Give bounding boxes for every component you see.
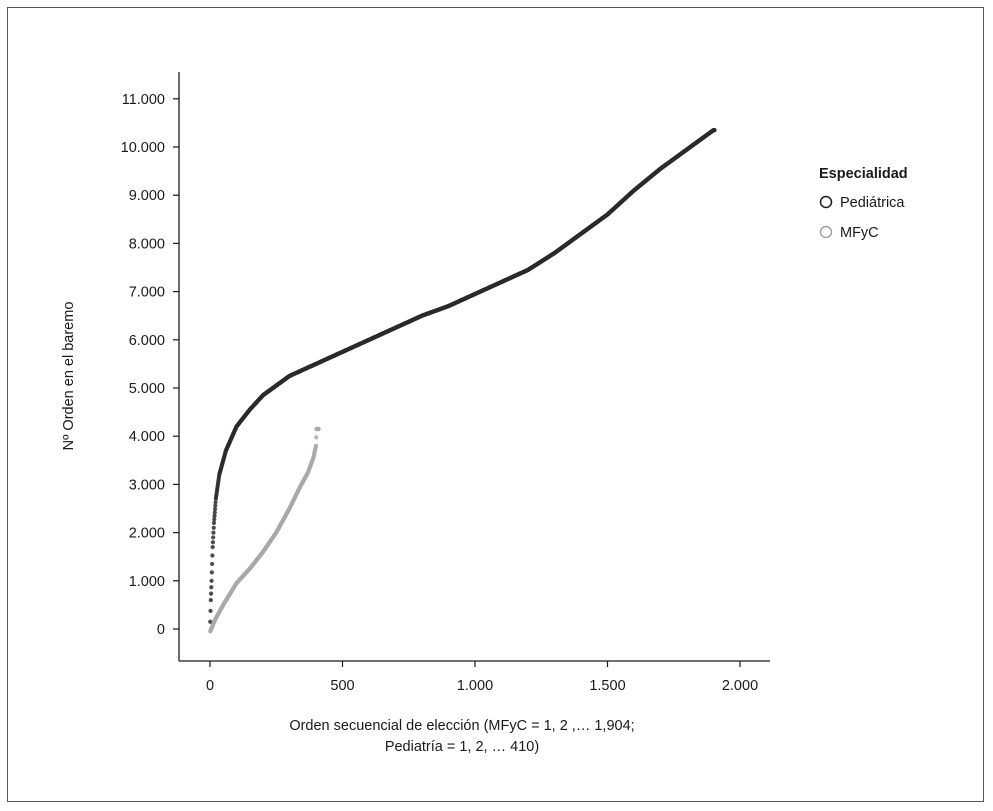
y-tick-label: 4.000 [129,429,165,445]
data-point [213,500,218,505]
legend-marker-pediatrica [819,195,833,209]
data-point [211,535,216,540]
x-axis-title-line-2: Pediatría = 1, 2, … 410) [385,739,539,755]
y-tick-label: 2.000 [129,526,165,542]
y-tick-label: 6.000 [129,333,165,349]
data-point [209,570,214,575]
y-tick-label: 9.000 [129,188,165,204]
data-point [213,503,218,508]
data-point [212,517,217,522]
series-mfyc [208,426,321,634]
figure-frame: 0 1.000 2.000 3.000 4.000 5.000 6.000 7.000 8.00… [7,7,984,802]
x-tick-label: 2.000 [722,678,758,694]
data-point [210,561,215,567]
data-point [211,520,217,526]
scatter-chart: 0 1.000 2.000 3.000 4.000 5.000 6.000 7.000 8.00… [61,72,908,755]
data-point [208,608,213,614]
x-tick-label: 1.500 [589,678,625,694]
axes [178,72,770,662]
data-point [208,619,213,624]
data-point [712,128,717,133]
data-point [210,540,216,545]
data-point [210,553,215,558]
data-point [211,530,216,535]
legend-marker-mfyc [819,225,833,239]
series-pediatrica [208,128,717,624]
data-points [208,128,717,634]
y-tick-label: 8.000 [129,236,165,252]
data-point [208,597,213,603]
y-ticks: 0 1.000 2.000 3.000 4.000 5.000 6.000 7.000 8.00… [121,92,179,638]
data-point [211,525,216,530]
x-ticks: 0 500 1.000 1.500 2.000 [206,661,758,694]
y-tick-label: 3.000 [129,477,165,493]
y-tick-label: 5.000 [129,381,165,397]
y-tick-label: 11.000 [122,92,165,108]
x-tick-label: 500 [330,678,354,694]
legend: Especialidad Pediátrica MFyC [819,166,908,241]
data-point [314,435,319,440]
x-tick-label: 1.000 [457,678,493,694]
data-point [316,426,321,432]
legend-label-mfyc: MFyC [840,225,879,241]
y-tick-label: 0 [157,622,165,638]
data-point [212,507,218,512]
data-point [212,510,217,515]
data-point [209,585,214,590]
y-tick-label: 7.000 [129,285,165,301]
x-axis-title-line-1: Orden secuencial de elección (MFyC = 1, … [289,718,634,734]
data-point [313,443,319,448]
y-tick-label: 10.000 [121,140,165,156]
legend-title: Especialidad [819,166,908,182]
y-tick-label: 1.000 [129,574,165,590]
data-point [210,544,215,550]
x-tick-label: 0 [206,678,214,694]
data-point [209,578,214,583]
legend-label-pediatrica: Pediátrica [840,195,905,211]
data-point [208,591,214,596]
y-axis-title: Nº Orden en el baremo [61,302,77,451]
data-point [212,513,217,519]
